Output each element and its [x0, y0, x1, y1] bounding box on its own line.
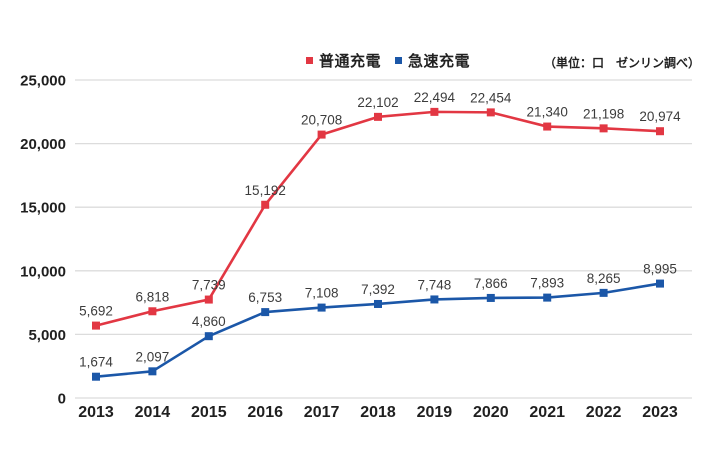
data-value-label: 7,739	[192, 278, 226, 293]
legend-label: 普通充電	[319, 53, 382, 70]
x-axis-tick-label: 2023	[642, 404, 678, 421]
x-axis-tick-label: 2019	[417, 404, 453, 421]
legend-label: 急速充電	[408, 53, 471, 70]
data-value-label: 2,097	[136, 349, 170, 364]
data-value-label: 7,893	[530, 276, 564, 291]
data-point-marker	[204, 332, 213, 341]
x-axis-tick-label: 2020	[473, 404, 509, 421]
data-value-label: 7,748	[418, 277, 452, 292]
data-point-marker	[599, 288, 608, 297]
data-value-label: 8,265	[587, 271, 621, 286]
legend-swatch	[306, 57, 313, 64]
data-point-marker	[204, 295, 213, 304]
data-value-label: 15,192	[245, 183, 286, 198]
data-value-label: 7,866	[474, 276, 508, 291]
data-value-label: 4,860	[192, 314, 226, 329]
data-value-label: 1,674	[79, 355, 113, 370]
data-value-label: 20,708	[301, 113, 342, 128]
data-point-marker	[486, 108, 495, 117]
data-value-label: 21,340	[527, 105, 568, 120]
legend-item-rapid-charging: 急速充電	[395, 50, 470, 71]
data-point-marker	[148, 367, 157, 376]
x-axis-tick-label: 2022	[586, 404, 622, 421]
data-point-marker	[374, 112, 382, 121]
data-value-label: 6,818	[136, 289, 170, 304]
y-axis-tick-label: 25,000	[20, 73, 66, 90]
data-point-marker	[430, 107, 439, 116]
data-point-marker	[261, 200, 270, 209]
data-value-label: 6,753	[248, 290, 282, 305]
data-value-label: 21,198	[583, 106, 624, 121]
data-value-label: 22,494	[414, 90, 456, 105]
data-point-marker	[430, 295, 439, 304]
data-point-marker	[374, 299, 382, 308]
data-value-label: 22,102	[357, 95, 398, 110]
data-point-marker	[656, 279, 664, 288]
x-axis-tick-label: 2013	[78, 404, 114, 421]
x-axis-tick-label: 2014	[135, 404, 171, 421]
x-axis-tick-label: 2016	[247, 404, 283, 421]
data-point-marker	[317, 303, 326, 312]
data-point-marker	[543, 122, 552, 131]
unit-source-note: （単位：口 ゼンリン調べ）	[544, 56, 701, 70]
data-point-marker	[656, 127, 664, 136]
y-axis-tick-label: 15,000	[20, 200, 66, 217]
data-point-marker	[148, 307, 157, 316]
data-point-marker	[486, 293, 495, 302]
series-line-1	[95, 282, 661, 379]
data-point-marker	[261, 308, 270, 317]
data-value-label: 20,974	[639, 109, 681, 124]
x-axis-tick-label: 2017	[304, 404, 340, 421]
data-value-label: 22,454	[470, 90, 512, 105]
x-axis-tick-label: 2021	[529, 404, 565, 421]
data-value-label: 7,392	[361, 282, 395, 297]
y-axis-tick-label: 5,000	[28, 327, 66, 344]
legend-swatch	[395, 57, 403, 64]
y-axis-tick-label: 20,000	[20, 136, 66, 153]
data-point-marker	[92, 372, 100, 381]
data-point-marker	[599, 124, 608, 133]
y-axis-tick-label: 0	[58, 391, 66, 408]
x-axis-tick-label: 2018	[360, 404, 396, 421]
data-point-marker	[543, 293, 552, 302]
x-axis-tick-label: 2015	[191, 404, 227, 421]
chart-legend: 普通充電 急速充電	[306, 50, 470, 71]
data-value-label: 5,692	[79, 304, 113, 319]
data-point-marker	[317, 130, 326, 139]
legend-item-normal-charging: 普通充電	[306, 50, 381, 71]
data-value-label: 7,108	[305, 286, 339, 301]
y-axis-tick-label: 10,000	[20, 263, 66, 280]
data-point-marker	[92, 321, 100, 330]
data-value-label: 8,995	[643, 262, 677, 277]
